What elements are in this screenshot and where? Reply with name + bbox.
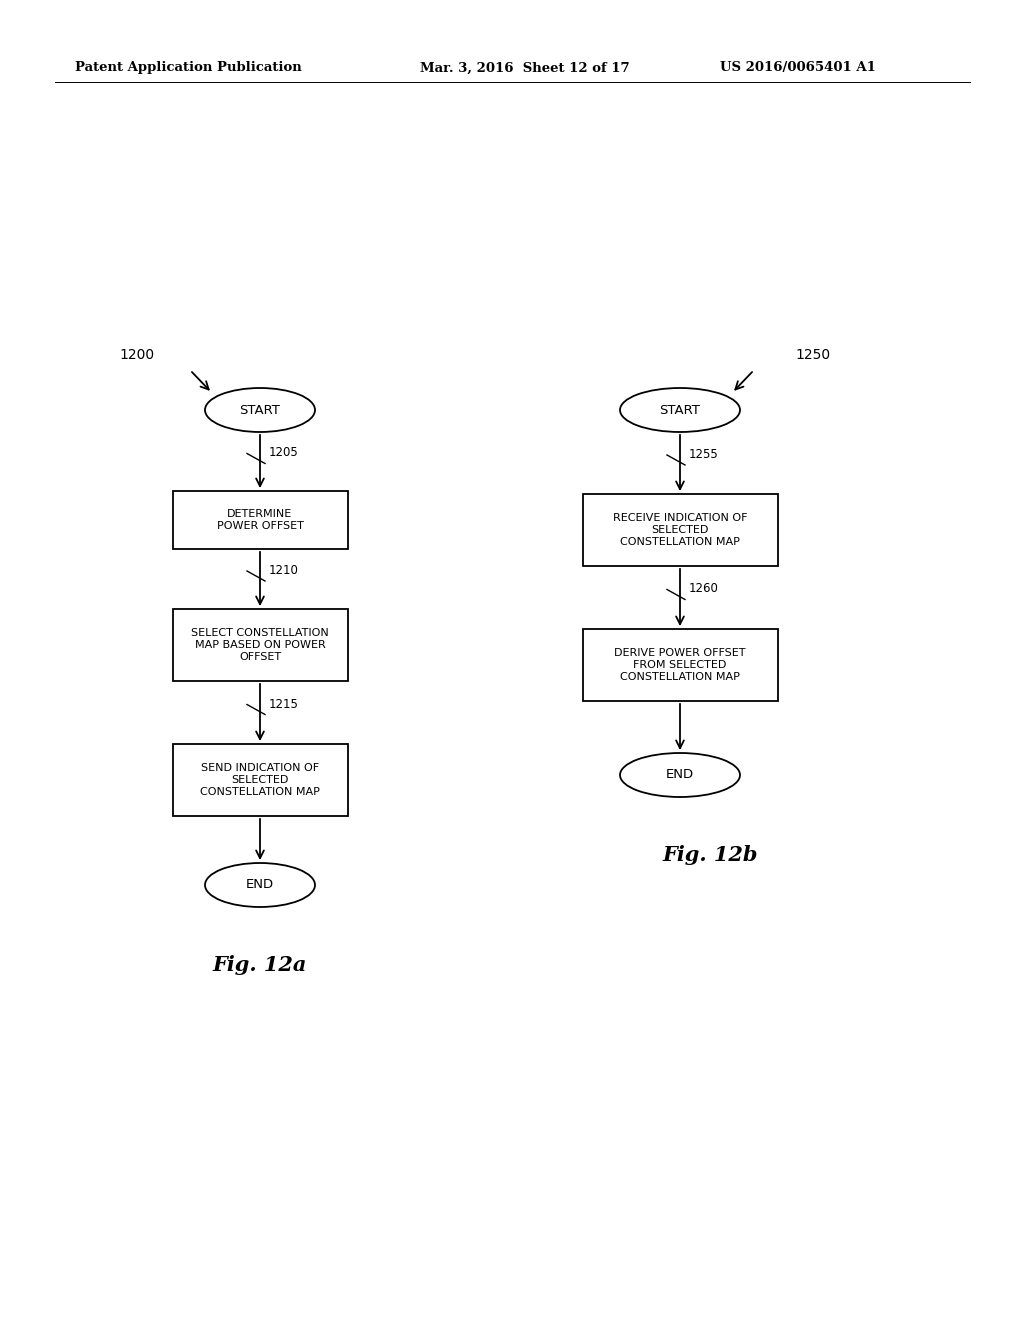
Text: 1200: 1200 [120, 348, 155, 362]
Text: 1250: 1250 [795, 348, 830, 362]
Text: END: END [246, 879, 274, 891]
Text: START: START [659, 404, 700, 417]
Text: Fig. 12b: Fig. 12b [663, 845, 758, 865]
Text: Mar. 3, 2016  Sheet 12 of 17: Mar. 3, 2016 Sheet 12 of 17 [420, 62, 630, 74]
Bar [172, 609, 347, 681]
Text: 1260: 1260 [689, 582, 719, 595]
Text: DERIVE POWER OFFSET
FROM SELECTED
CONSTELLATION MAP: DERIVE POWER OFFSET FROM SELECTED CONSTE… [614, 648, 745, 681]
Text: Patent Application Publication: Patent Application Publication [75, 62, 302, 74]
Text: 1210: 1210 [269, 564, 299, 577]
Text: END: END [666, 768, 694, 781]
Text: US 2016/0065401 A1: US 2016/0065401 A1 [720, 62, 876, 74]
Text: SELECT CONSTELLATION
MAP BASED ON POWER
OFFSET: SELECT CONSTELLATION MAP BASED ON POWER … [191, 628, 329, 661]
Text: 1205: 1205 [269, 446, 299, 459]
Text: 1255: 1255 [689, 447, 719, 461]
Text: Fig. 12a: Fig. 12a [213, 954, 307, 975]
Bar [583, 630, 777, 701]
Text: 1215: 1215 [269, 697, 299, 710]
Bar [172, 491, 347, 549]
Bar [172, 744, 347, 816]
Text: DETERMINE
POWER OFFSET: DETERMINE POWER OFFSET [216, 510, 303, 531]
Text: START: START [240, 404, 281, 417]
Bar [583, 494, 777, 566]
Text: SEND INDICATION OF
SELECTED
CONSTELLATION MAP: SEND INDICATION OF SELECTED CONSTELLATIO… [200, 763, 319, 796]
Text: RECEIVE INDICATION OF
SELECTED
CONSTELLATION MAP: RECEIVE INDICATION OF SELECTED CONSTELLA… [612, 513, 748, 546]
